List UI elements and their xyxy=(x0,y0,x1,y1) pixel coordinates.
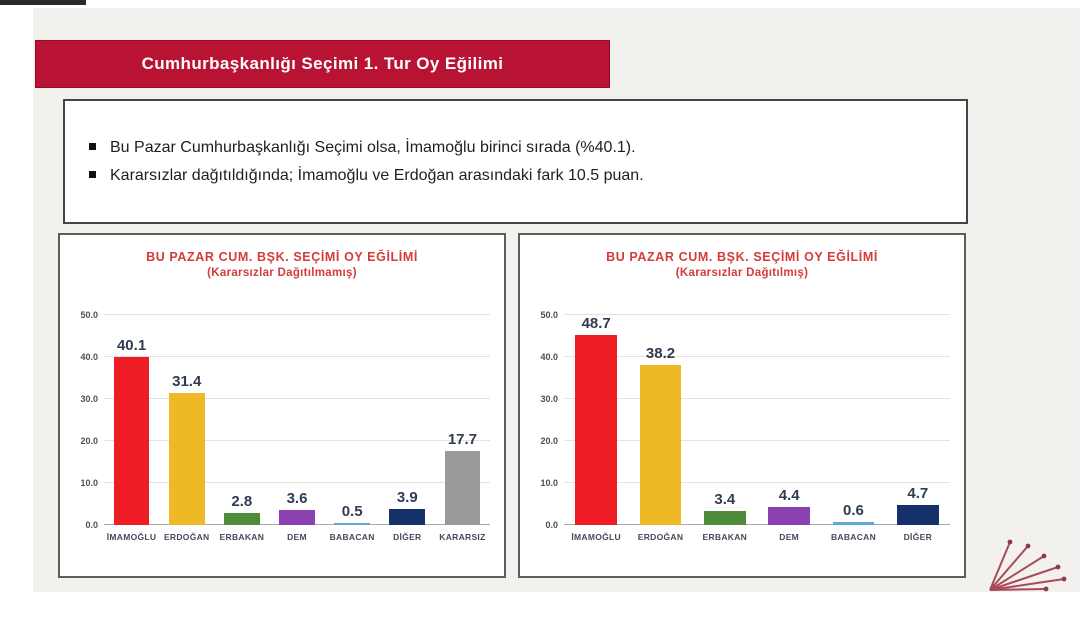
bar-column: 48.7 xyxy=(564,315,628,525)
bar xyxy=(279,509,315,525)
bar-value-label: 3.4 xyxy=(714,490,736,508)
y-axis-tick-label: 30.0 xyxy=(540,394,558,404)
fan-rays-logo xyxy=(989,539,1067,592)
bar-value-label: 31.4 xyxy=(172,373,202,391)
bar-value-label: 38.2 xyxy=(645,344,676,362)
bar-column: 0.5 xyxy=(325,315,380,525)
summary-bullet-2: Kararsızlar dağıtıldığında; İmamoğlu ve … xyxy=(89,165,946,186)
bar-column: 3.9 xyxy=(380,315,435,525)
chart-title: BU PAZAR CUM. BŞK. SEÇİMİ OY EĞİLİMİ xyxy=(146,250,418,264)
gridline xyxy=(104,398,490,399)
chart-subtitle: (Kararsızlar Dağıtılmış) xyxy=(675,267,809,279)
slide-title: Cumhurbaşkanlığı Seçimi 1. Tur Oy Eğilim… xyxy=(141,54,504,73)
summary-bullet-1-text: Bu Pazar Cumhurbaşkanlığı Seçimi olsa, İ… xyxy=(110,139,636,156)
bar-column: 3.6 xyxy=(269,315,324,525)
bar xyxy=(389,508,426,525)
y-axis-tick-label: 10.0 xyxy=(540,478,558,488)
summary-bullet-1: Bu Pazar Cumhurbaşkanlığı Seçimi olsa, İ… xyxy=(89,137,946,158)
category-label: ERBAKAN xyxy=(219,532,265,542)
gridline xyxy=(104,356,490,357)
bar xyxy=(168,393,205,525)
gridline xyxy=(564,482,950,483)
bar-value-label: 3.9 xyxy=(396,488,418,506)
gridline xyxy=(564,356,950,357)
category-label: DEM xyxy=(287,532,307,542)
bar-column: 4.4 xyxy=(757,315,821,525)
bars-row: 40.1 31.4 2.8 3.6 0.5 3.9 17.7 xyxy=(104,315,490,525)
bar-value-label: 2.8 xyxy=(231,493,253,511)
bar xyxy=(575,335,618,525)
bar-value-label: 40.1 xyxy=(116,336,147,354)
y-axis-tick-label: 50.0 xyxy=(540,310,558,320)
gridline xyxy=(104,440,490,441)
bar-value-label: 4.4 xyxy=(778,486,800,504)
bar-column: 2.8 xyxy=(214,315,269,525)
chart-subtitle: (Kararsızlar Dağıtılmamış) xyxy=(207,267,357,279)
chart-title: BU PAZAR CUM. BŞK. SEÇİMİ OY EĞİLİMİ xyxy=(606,250,878,264)
bar-column: 3.4 xyxy=(693,315,757,525)
bar-value-label: 0.5 xyxy=(341,502,363,520)
y-axis-tick-label: 20.0 xyxy=(540,436,558,446)
y-axis-tick-label: 20.0 xyxy=(80,436,98,446)
y-axis-tick-label: 40.0 xyxy=(80,352,98,362)
y-axis-tick-label: 50.0 xyxy=(80,310,98,320)
bar-column: 40.1 xyxy=(104,315,159,525)
bar-column: 4.7 xyxy=(886,315,950,525)
category-label: KARARSIZ xyxy=(439,532,486,542)
chart-panel-undistributed: BU PAZAR CUM. BŞK. SEÇİMİ OY EĞİLİMİ (Ka… xyxy=(58,233,506,578)
slide-stage: Cumhurbaşkanlığı Seçimi 1. Tur Oy Eğilim… xyxy=(33,8,1080,592)
category-label: ERBAKAN xyxy=(702,532,748,542)
category-label: ERDOĞAN xyxy=(163,532,210,542)
y-axis-tick-label: 0.0 xyxy=(85,520,98,530)
bar-value-label: 3.6 xyxy=(286,489,308,507)
category-label: DİĞER xyxy=(393,532,422,542)
y-axis-tick-label: 10.0 xyxy=(80,478,98,488)
bar xyxy=(334,522,371,525)
category-label: DİĞER xyxy=(903,532,933,542)
chart-plot-area: 0.0 10.0 20.0 30.0 40.0 50.0 40.1 31.4 2.8 3.6 0.5… xyxy=(80,310,490,530)
screen-edge-artifact xyxy=(0,0,86,5)
y-axis-tick-label: 40.0 xyxy=(540,352,558,362)
bar xyxy=(768,506,811,525)
gridline xyxy=(564,398,950,399)
bar-value-label: 0.6 xyxy=(843,502,864,520)
x-axis-labels: İMAMOĞLU ERDOĞAN ERBAKAN DEM BABACAN DİĞER xyxy=(564,532,950,542)
bars-row: 48.7 38.2 3.4 4.4 0.6 4.7 xyxy=(564,315,950,525)
bar xyxy=(896,505,939,525)
bar-value-label: 4.7 xyxy=(907,485,929,503)
category-label: İMAMOĞLU xyxy=(571,532,621,542)
bar xyxy=(444,450,481,525)
category-label: BABACAN xyxy=(329,532,375,542)
category-label: BABACAN xyxy=(830,532,877,542)
category-label: ERDOĞAN xyxy=(637,532,684,542)
bar xyxy=(832,522,875,525)
bar xyxy=(639,364,682,525)
bar xyxy=(703,510,746,525)
gridline xyxy=(104,314,490,315)
gridline xyxy=(104,482,490,483)
bar-column: 38.2 xyxy=(628,315,692,525)
chart-panel-distributed: BU PAZAR CUM. BŞK. SEÇİMİ OY EĞİLİMİ (Ka… xyxy=(518,233,966,578)
summary-box: Bu Pazar Cumhurbaşkanlığı Seçimi olsa, İ… xyxy=(63,99,968,224)
category-label: DEM xyxy=(779,532,800,542)
x-axis-labels: İMAMOĞLU ERDOĞAN ERBAKAN DEM BABACAN DİĞER KAR… xyxy=(104,532,490,542)
y-axis-tick-label: 30.0 xyxy=(80,394,98,404)
summary-bullet-2-text: Kararsızlar dağıtıldığında; İmamoğlu ve … xyxy=(110,167,644,184)
bar-value-label: 48.7 xyxy=(581,315,611,332)
bar xyxy=(113,356,150,525)
gridline xyxy=(564,440,950,441)
slide-title-banner: Cumhurbaşkanlığı Seçimi 1. Tur Oy Eğilim… xyxy=(35,40,610,88)
gridline xyxy=(564,524,950,525)
bullet-square-icon xyxy=(89,143,96,150)
category-label: İMAMOĞLU xyxy=(106,532,157,542)
chart-plot-area: 0.0 10.0 20.0 30.0 40.0 50.0 48.7 38.2 3.4 4.4 0.6… xyxy=(540,310,950,530)
bar-column: 0.6 xyxy=(821,315,885,525)
bar-value-label: 17.7 xyxy=(447,430,478,448)
y-axis-tick-label: 0.0 xyxy=(545,520,558,530)
bar-column: 31.4 xyxy=(159,315,214,525)
bar-column: 17.7 xyxy=(435,315,490,525)
bar xyxy=(223,513,260,525)
bullet-square-icon xyxy=(89,171,96,178)
gridline xyxy=(564,314,950,315)
